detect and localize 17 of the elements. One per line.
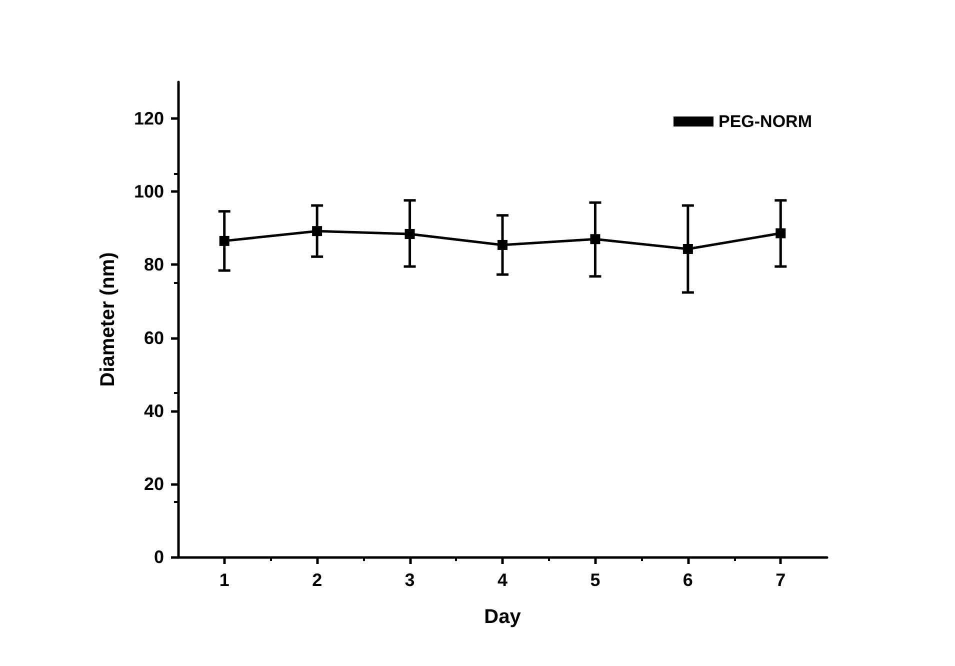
x-tick-label: 5 [590,570,600,590]
y-tick-label: 80 [144,254,164,275]
x-tick-label: 6 [682,570,693,590]
y-tick-label: 20 [144,474,164,494]
y-tick-label: 100 [134,182,164,202]
y-tick-label: 0 [154,547,164,567]
x-axis-title: Day [484,606,522,628]
x-tick-label: 3 [404,570,415,590]
y-axis-title: Diameter (nm) [97,252,119,387]
x-tick-label: 1 [219,570,230,590]
y-tick-label: 40 [144,400,164,421]
x-tick-label: 2 [312,570,322,590]
legend-label: PEG-NORM [718,112,812,131]
x-tick-label: 7 [776,570,786,590]
x-tick-label: 4 [497,570,508,590]
y-tick-label: 60 [144,328,164,348]
y-tick-label: 120 [134,108,164,129]
